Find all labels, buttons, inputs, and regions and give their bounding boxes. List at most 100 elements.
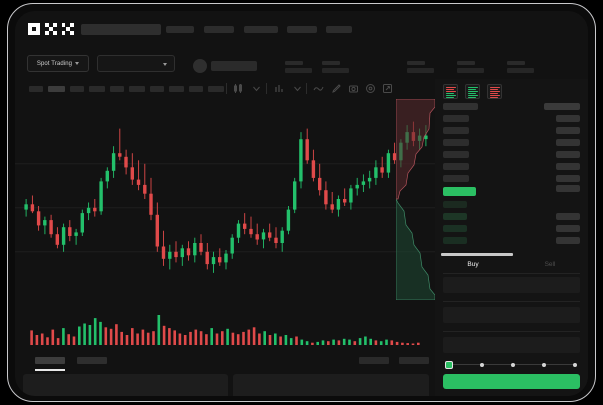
toggle-bar — [490, 87, 500, 89]
nav-item-5[interactable] — [326, 26, 352, 33]
orderbook-ask-amount — [556, 151, 580, 158]
amount-percent-slider[interactable] — [445, 360, 580, 369]
okx-logo-cell — [70, 31, 74, 36]
orderbook-bid-price — [443, 225, 467, 232]
orderbook-last-price — [443, 187, 476, 196]
toggle-bar — [446, 96, 454, 98]
slider-handle[interactable] — [445, 361, 453, 369]
toggle-bar — [468, 87, 478, 89]
ticker-stat-high-value — [407, 68, 434, 73]
settings-icon[interactable] — [365, 83, 376, 94]
indicators-icon[interactable] — [274, 83, 285, 94]
orderbook-bid-amount — [556, 213, 580, 220]
chart-panel[interactable] — [15, 99, 435, 352]
orderbook-ask-price — [443, 163, 469, 170]
form-divider — [443, 273, 580, 274]
okx-logo[interactable] — [28, 23, 74, 36]
camera-icon[interactable] — [348, 83, 359, 94]
slider-step-75[interactable] — [542, 362, 546, 367]
toolbar-divider — [266, 83, 267, 94]
toggle-bar — [490, 96, 498, 98]
volume-bar-chart — [30, 315, 420, 345]
chevron-down-icon[interactable] — [251, 83, 262, 94]
timeframe-5[interactable] — [110, 86, 124, 92]
buy-submit-button[interactable] — [443, 374, 580, 389]
slider-step-100[interactable] — [573, 362, 577, 367]
orders-tab-bar — [15, 352, 435, 371]
ticker-stat-low-value — [457, 68, 484, 73]
top-navigation-bar — [15, 11, 588, 47]
order-price-field[interactable] — [443, 277, 580, 293]
bottom-action-1[interactable] — [359, 357, 389, 364]
toggle-bar — [490, 92, 498, 95]
orderbook-view-both[interactable] — [443, 84, 458, 99]
toggle-bar — [468, 88, 476, 91]
nav-item-1[interactable] — [166, 26, 194, 33]
candlestick-icon[interactable] — [233, 83, 244, 94]
timeframe-6[interactable] — [129, 86, 145, 92]
toolbar-divider — [306, 83, 307, 94]
bottom-panel-right — [233, 374, 429, 396]
toggle-bar — [446, 94, 456, 97]
fullscreen-icon[interactable] — [382, 83, 393, 94]
orderbook-view-asks[interactable] — [487, 84, 502, 99]
timeframe-9[interactable] — [189, 86, 203, 92]
pencil-icon[interactable] — [331, 83, 342, 94]
ticker-stat-volume-label — [507, 61, 525, 65]
orderbook-ask-amount — [556, 127, 580, 134]
slider-step-50[interactable] — [511, 362, 515, 367]
timeframe-4[interactable] — [89, 86, 105, 92]
orderbook-bid-price — [443, 237, 467, 244]
coin-avatar — [193, 59, 207, 73]
toggle-bar — [446, 88, 454, 91]
orderbook-ask-price — [443, 103, 478, 110]
toolbar-divider — [226, 83, 227, 94]
search-input[interactable] — [81, 24, 161, 35]
okx-logo-cell — [70, 23, 74, 27]
market-type-select[interactable]: Spot Trading — [27, 55, 89, 72]
device-frame: Spot Trading — [7, 3, 596, 402]
nav-item-2[interactable] — [204, 26, 234, 33]
bottom-tab-open-orders[interactable] — [35, 357, 65, 364]
active-tab-underline — [35, 369, 65, 371]
timeframe-2[interactable] — [48, 86, 65, 92]
nav-item-4[interactable] — [287, 26, 317, 33]
tab-sell[interactable]: Sell — [512, 261, 588, 268]
ticker-stat-volume — [507, 61, 534, 73]
okx-logo-cell — [53, 31, 58, 36]
nav-item-3[interactable] — [244, 26, 278, 33]
bottom-action-2[interactable] — [399, 357, 429, 364]
timeframe-7[interactable] — [150, 86, 164, 92]
timeframe-10[interactable] — [208, 86, 224, 92]
trading-pair-select[interactable] — [97, 55, 175, 72]
orderbook-ask-price — [443, 151, 469, 158]
timeframe-8[interactable] — [169, 86, 184, 92]
timeframe-1[interactable] — [29, 86, 43, 92]
line-chart-icon[interactable] — [313, 83, 324, 94]
orderbook-bid-price — [443, 201, 467, 208]
chevron-down-icon-2[interactable] — [292, 83, 303, 94]
orderbook-ask-amount — [556, 139, 580, 146]
tab-buy[interactable]: Buy — [435, 261, 511, 268]
toggle-bar — [490, 90, 500, 93]
price-candlestick-chart[interactable] — [15, 99, 435, 299]
ticker-stat-last-price — [285, 61, 312, 73]
order-total-field[interactable] — [443, 337, 580, 353]
slider-step-25[interactable] — [480, 362, 484, 367]
bottom-tab-order-history[interactable] — [77, 357, 107, 364]
orderbook-view-bids[interactable] — [465, 84, 480, 99]
form-scroll-indicator — [441, 253, 513, 256]
ticker-stat-last-price-label — [285, 61, 303, 65]
okx-logo-cell — [44, 23, 49, 27]
ticker-stat-volume-value — [507, 68, 534, 73]
ticker-stat-low — [457, 61, 484, 73]
toggle-bar — [490, 94, 500, 97]
orderbook-ask-amount — [556, 185, 580, 192]
timeframe-3[interactable] — [70, 86, 84, 92]
toggle-bar — [446, 90, 456, 93]
order-amount-field[interactable] — [443, 307, 580, 323]
form-divider — [443, 331, 580, 332]
toggle-bar — [446, 92, 454, 95]
orderbook-ask-amount — [556, 115, 580, 122]
okx-logo-cell — [28, 23, 32, 27]
